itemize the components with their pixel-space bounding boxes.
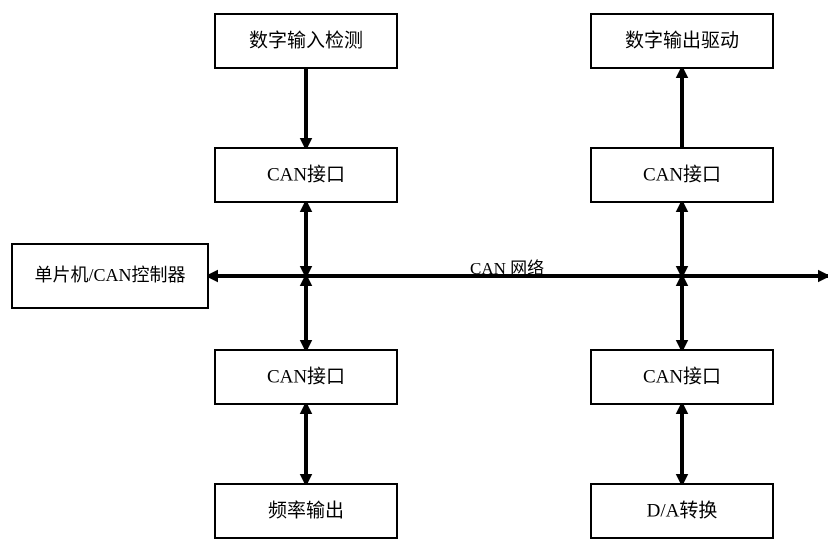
node-label-din: 数字输入检测 — [249, 29, 363, 51]
can-network-diagram: CAN 网络 单片机/CAN控制器 数字输入检测 CAN接口 CAN接口频率输出 数字输出… — [0, 0, 828, 554]
node-label-can_tl: CAN接口 — [267, 163, 345, 185]
node-label-freq: 频率输出 — [268, 499, 344, 521]
node-label-can_bl: CAN接口 — [267, 365, 345, 387]
node-label-da: D/A转换 — [647, 499, 718, 521]
node-label-can_tr: CAN接口 — [643, 163, 721, 185]
node-label-dout: 数字输出驱动 — [625, 29, 739, 51]
node-label-can_br: CAN接口 — [643, 365, 721, 387]
node-label-mcu: 单片机/CAN控制器 — [34, 265, 185, 285]
can-bus-label: CAN 网络 — [470, 259, 544, 278]
